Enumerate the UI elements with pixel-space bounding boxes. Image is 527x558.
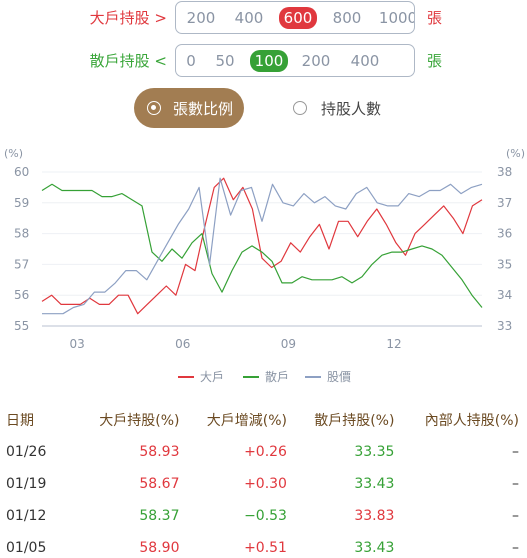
legend-price: 股價 <box>305 368 351 385</box>
cell-small: 33.43 <box>295 468 402 500</box>
holders-toggle[interactable]: 持股人數 <box>290 88 400 128</box>
table-row: 01/12 58.37 −0.53 33.83 – <box>0 500 527 532</box>
cell-big: 58.67 <box>80 468 187 500</box>
chart-legend: 大戶 散戶 股價 <box>0 368 527 386</box>
y-tick-right: 35 <box>497 257 512 271</box>
y-tick-left: 59 <box>14 196 29 210</box>
table-row: 01/05 58.90 +0.51 33.43 – <box>0 532 527 558</box>
big-option[interactable]: 400 <box>228 7 270 29</box>
table-header: 日期 大戶持股(%) 大戶增減(%) 散戶持股(%) 內部人持股(%) <box>0 404 527 436</box>
big-holder-label: 大戶持股 > <box>90 7 167 28</box>
ratio-toggle-label: 張數比例 <box>173 98 233 119</box>
cell-date: 01/12 <box>0 500 80 532</box>
cell-insider: – <box>402 500 527 532</box>
table-row: 01/19 58.67 +0.30 33.43 – <box>0 468 527 500</box>
big-holder-filter: 大戶持股 > 200 400 600 800 1000 張 <box>0 1 527 35</box>
cell-change: +0.30 <box>187 468 294 500</box>
legend-big-swatch <box>178 376 194 378</box>
cell-date: 01/19 <box>0 468 80 500</box>
legend-small-swatch <box>243 376 259 378</box>
small-holder-label: 散戶持股 < <box>90 50 167 71</box>
cell-insider: – <box>402 532 527 558</box>
small-option[interactable]: 0 <box>180 50 202 72</box>
holders-toggle-label: 持股人數 <box>321 98 381 119</box>
legend-price-swatch <box>305 376 321 378</box>
cell-change: −0.53 <box>187 500 294 532</box>
big-option[interactable]: 1000 <box>376 7 415 29</box>
big-holder-selector[interactable]: 200 400 600 800 1000 <box>175 1 415 34</box>
holding-chart: (%) (%) 60 59 58 57 56 55 38 37 36 35 34 33 03 06 09 12 <box>0 140 527 362</box>
y-tick-left: 58 <box>14 227 29 241</box>
y-tick-left: 56 <box>14 288 29 302</box>
big-holder-unit: 張 <box>427 7 442 28</box>
cell-date: 01/05 <box>0 532 80 558</box>
col-change: 大戶增減(%) <box>187 404 294 436</box>
cell-date: 01/26 <box>0 436 80 468</box>
y-tick-left: 57 <box>14 257 29 271</box>
big-option[interactable]: 200 <box>180 7 222 29</box>
cell-change: +0.51 <box>187 532 294 558</box>
y-tick-left: 60 <box>14 165 29 179</box>
holding-table: 日期 大戶持股(%) 大戶增減(%) 散戶持股(%) 內部人持股(%) 01/2… <box>0 404 527 558</box>
small-holder-selector[interactable]: 0 50 100 200 400 <box>175 44 415 77</box>
x-tick: 06 <box>175 337 190 351</box>
cell-insider: – <box>402 468 527 500</box>
small-option[interactable]: 400 <box>344 50 386 72</box>
y-tick-right: 34 <box>497 288 512 302</box>
big-option-selected[interactable]: 600 <box>279 7 317 29</box>
small-holder-filter: 散戶持股 < 0 50 100 200 400 張 <box>0 44 527 78</box>
cell-small: 33.43 <box>295 532 402 558</box>
cell-small: 33.83 <box>295 500 402 532</box>
x-tick: 12 <box>386 337 401 351</box>
y-tick-left: 55 <box>14 319 29 333</box>
col-big: 大戶持股(%) <box>80 404 187 436</box>
left-axis-unit: (%) <box>4 147 23 160</box>
radio-checked-icon <box>147 101 161 115</box>
small-option[interactable]: 200 <box>296 50 336 72</box>
small-holder-unit: 張 <box>427 50 442 71</box>
big-option[interactable]: 800 <box>326 7 368 29</box>
ratio-toggle[interactable]: 張數比例 <box>134 88 244 128</box>
cell-big: 58.90 <box>80 532 187 558</box>
cell-change: +0.26 <box>187 436 294 468</box>
right-axis-unit: (%) <box>506 147 525 160</box>
legend-big: 大戶 <box>178 368 224 385</box>
y-tick-right: 38 <box>497 165 512 179</box>
y-tick-right: 33 <box>497 319 512 333</box>
y-tick-right: 37 <box>497 196 512 210</box>
table-row: 01/26 58.93 +0.26 33.35 – <box>0 436 527 468</box>
radio-unchecked-icon <box>293 101 307 115</box>
cell-small: 33.35 <box>295 436 402 468</box>
small-option-selected[interactable]: 100 <box>250 50 288 72</box>
y-tick-right: 36 <box>497 227 512 241</box>
x-tick: 03 <box>70 337 85 351</box>
col-small: 散戶持股(%) <box>295 404 402 436</box>
cell-big: 58.93 <box>80 436 187 468</box>
small-option[interactable]: 50 <box>210 50 240 72</box>
series-line-股價 <box>42 178 482 314</box>
cell-insider: – <box>402 436 527 468</box>
series-line-大戶 <box>42 178 482 314</box>
col-insider: 內部人持股(%) <box>402 404 527 436</box>
legend-small: 散戶 <box>243 368 289 385</box>
x-tick: 09 <box>281 337 296 351</box>
col-date: 日期 <box>0 404 80 436</box>
cell-big: 58.37 <box>80 500 187 532</box>
